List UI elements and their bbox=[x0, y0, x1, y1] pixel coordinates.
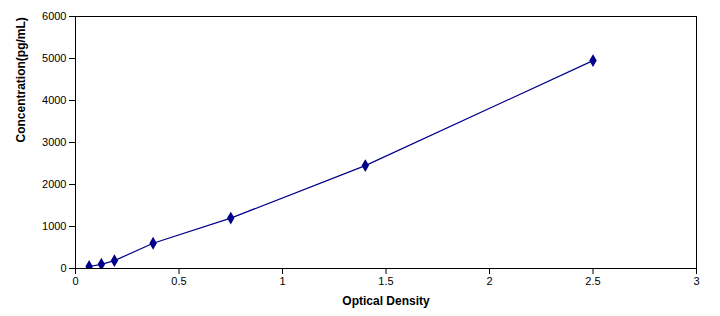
svg-text:2.5: 2.5 bbox=[585, 275, 600, 287]
svg-text:1000: 1000 bbox=[42, 220, 66, 232]
svg-text:Optical Density: Optical Density bbox=[342, 294, 430, 308]
svg-text:Concentration(pg/mL): Concentration(pg/mL) bbox=[14, 17, 28, 142]
svg-text:0: 0 bbox=[60, 262, 66, 274]
svg-text:3: 3 bbox=[693, 275, 699, 287]
svg-text:4000: 4000 bbox=[42, 94, 66, 106]
svg-text:5000: 5000 bbox=[42, 52, 66, 64]
svg-text:6000: 6000 bbox=[42, 10, 66, 22]
svg-text:1: 1 bbox=[279, 275, 285, 287]
svg-text:0.5: 0.5 bbox=[171, 275, 186, 287]
svg-text:0: 0 bbox=[72, 275, 78, 287]
svg-text:2000: 2000 bbox=[42, 178, 66, 190]
svg-text:3000: 3000 bbox=[42, 136, 66, 148]
svg-text:2: 2 bbox=[486, 275, 492, 287]
svg-text:1.5: 1.5 bbox=[378, 275, 393, 287]
